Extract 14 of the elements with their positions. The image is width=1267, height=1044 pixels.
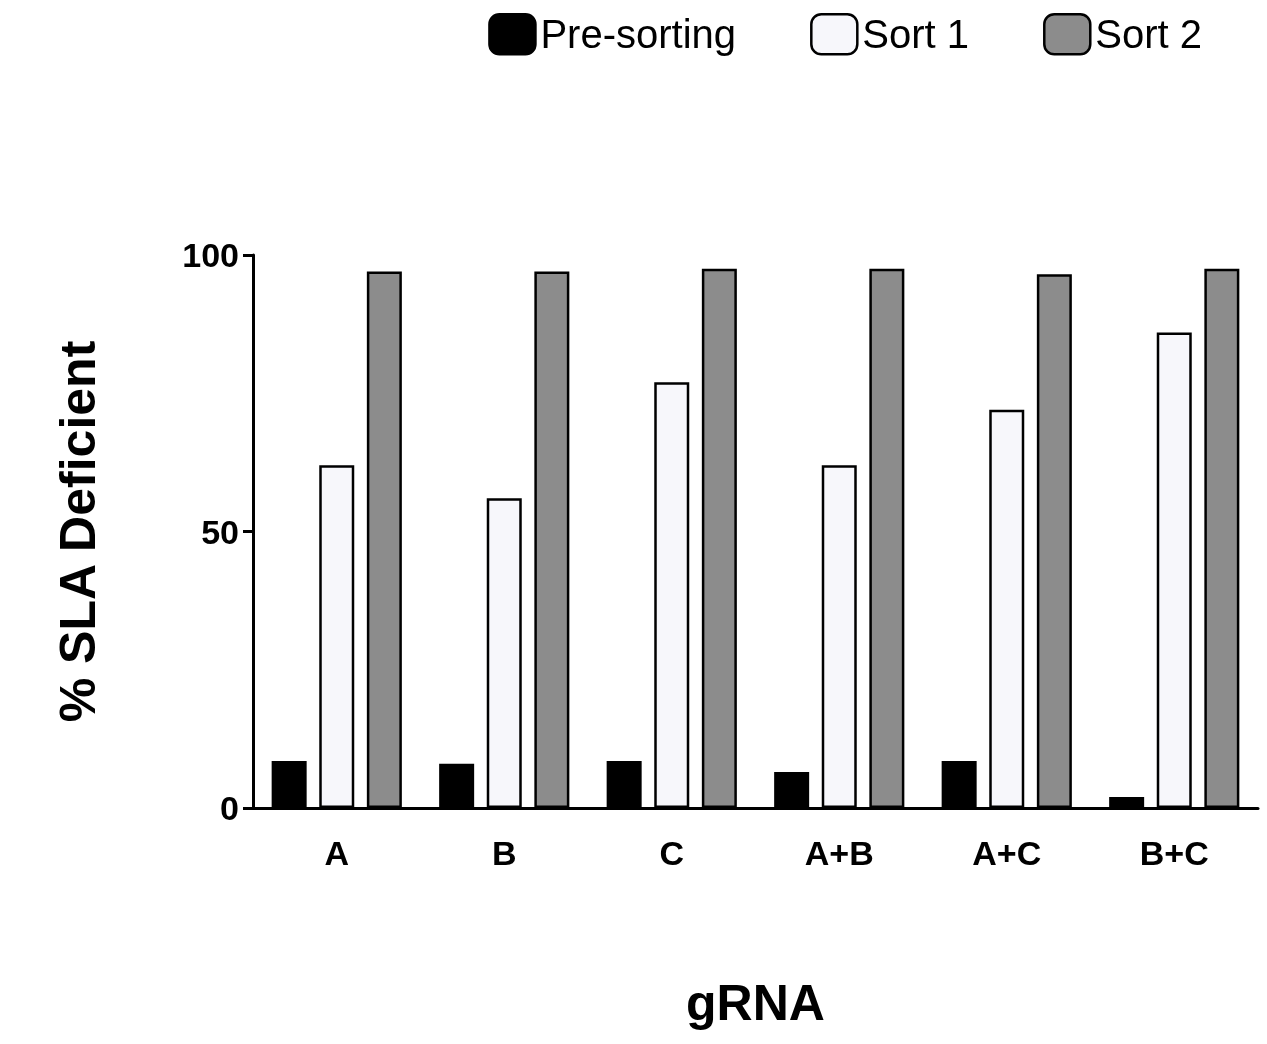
x-tick-label: C <box>659 834 685 872</box>
y-tick-label: 0 <box>220 789 239 827</box>
y-tick-label: 50 <box>201 512 239 551</box>
legend-label: Sort 2 <box>1095 12 1202 57</box>
legend-label: Pre-sorting <box>540 12 737 57</box>
x-tick-label: A+B <box>804 834 874 872</box>
legend-label: Sort 1 <box>862 12 970 57</box>
x-tick-label: A+C <box>972 834 1042 872</box>
y-axis-title: % SLA Deficient <box>50 340 106 723</box>
x-axis-title: gRNA <box>686 975 825 1031</box>
y-tick-label: 100 <box>182 236 239 274</box>
x-tick-label: A <box>324 834 350 872</box>
x-tick-label: B+C <box>1139 834 1209 872</box>
x-tick-label: B <box>491 834 517 872</box>
